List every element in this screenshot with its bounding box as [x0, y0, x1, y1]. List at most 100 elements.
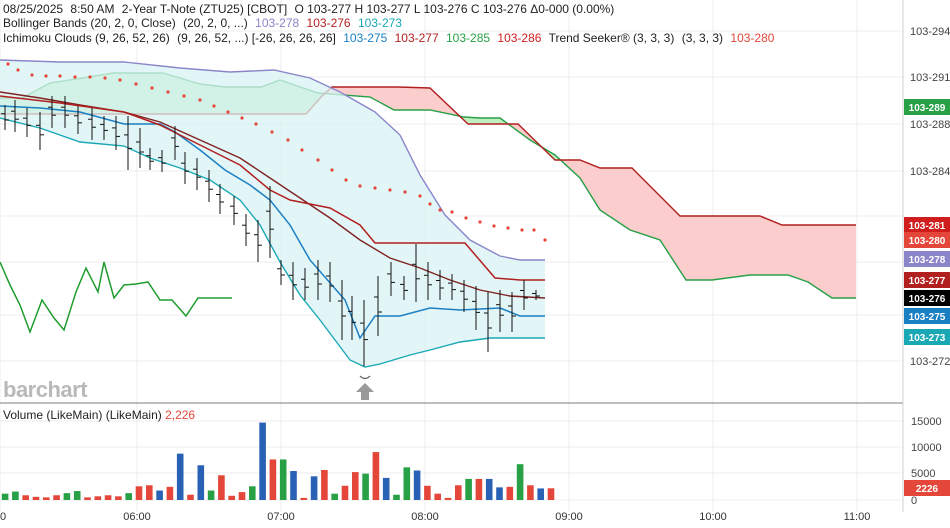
volume-last: 2,226 — [165, 408, 196, 422]
volume-bar-2 — [22, 495, 29, 500]
volume-bar-27 — [279, 459, 287, 500]
trend-dot-9 — [134, 82, 138, 86]
volume-bar-22 — [228, 495, 235, 500]
volume-label[interactable]: Volume (LikeMain) — [3, 408, 103, 422]
volume-bar-35 — [362, 473, 369, 500]
trend-dot-34 — [492, 224, 496, 228]
volume-bar-52 — [537, 488, 544, 500]
trend-dot-17 — [254, 122, 258, 126]
price-badge-label-6: 103-275 — [909, 312, 946, 323]
volume-bar-36 — [372, 452, 380, 500]
volume-bar-37 — [382, 477, 390, 500]
volume-bar-3 — [32, 496, 40, 500]
volume-badge — [904, 480, 950, 496]
trend-dot-29 — [428, 202, 432, 206]
ichimoku-label[interactable]: Ichimoku Clouds (9, 26, 52, 26) — [3, 31, 170, 45]
volume-bar-5 — [53, 495, 60, 500]
trend-dot-8 — [118, 78, 122, 82]
current-time-marker[interactable] — [356, 375, 374, 400]
volume-bar-24 — [249, 486, 256, 500]
price-badge-2 — [904, 232, 950, 248]
price-badge-7 — [904, 329, 950, 345]
trend-dot-32 — [464, 216, 468, 220]
volume-bar-20 — [207, 490, 215, 500]
ichimoku-value-spanb: 103-286 — [497, 31, 542, 45]
volume-bar-14 — [146, 485, 153, 500]
price-badge-label-1: 103-281 — [909, 221, 946, 232]
chikou-span — [0, 261, 232, 335]
volume-bar-7 — [73, 491, 81, 500]
price-badge-0 — [904, 99, 950, 115]
volume-bar-46 — [475, 478, 483, 500]
volume-bar-44 — [455, 485, 462, 500]
ichimoku-lines — [0, 95, 545, 340]
trend-dot-25 — [373, 186, 377, 190]
ichimoku-value-conv: 103-275 — [343, 31, 388, 45]
trend-dot-12 — [182, 94, 186, 98]
volume-bar-19 — [197, 465, 205, 500]
cloud-bearish — [510, 124, 542, 148]
x-tick-0: 00 — [0, 511, 6, 523]
trend-seeker-params[interactable]: (3, 3, 3) — [681, 31, 724, 45]
volume-bar-53 — [547, 488, 555, 500]
trend-dot-14 — [212, 104, 216, 108]
volume-params[interactable]: (LikeMain) — [105, 408, 162, 422]
trend-dot-1 — [16, 68, 20, 72]
volume-bar-48 — [496, 487, 503, 500]
header-date: 08/25/2025 — [3, 2, 64, 16]
volume-bar-47 — [485, 478, 493, 500]
volume-bar-18 — [187, 494, 194, 500]
header-line-3: Ichimoku Clouds (9, 26, 52, 26) (9, 26, … — [3, 31, 778, 45]
volume-tick-0: 15000 — [911, 416, 942, 428]
trend-dot-22 — [330, 168, 334, 172]
x-tick-3: 08:00 — [411, 511, 439, 523]
price-badge-label-0: 103-289 — [909, 103, 946, 114]
ichimoku-value-base: 103-277 — [394, 31, 439, 45]
price-badge-label-7: 103-273 — [909, 333, 946, 344]
bollinger-upper — [0, 59, 545, 261]
x-tick-1: 06:00 — [123, 511, 151, 523]
volume-bar-28 — [290, 471, 297, 500]
trend-dot-7 — [103, 76, 107, 80]
header-instrument[interactable]: 2-Year T-Note (ZTU25) [CBOT] — [121, 2, 288, 16]
current-bar-marker — [359, 375, 371, 380]
header-line-2: Bollinger Bands (20, 2, 0, Close) (20, 2… — [3, 16, 406, 30]
ichimoku-params[interactable]: (9, 26, 52, ...) [-26, 26, 26, 26] — [177, 31, 336, 45]
volume-bar-0 — [1, 493, 9, 500]
trend-dot-10 — [150, 86, 154, 90]
volume-bar-50 — [516, 464, 524, 500]
trend-dot-15 — [226, 110, 230, 114]
bollinger-lower — [0, 117, 545, 368]
y-tick-0: 103-294 — [910, 26, 950, 38]
bollinger-label[interactable]: Bollinger Bands (20, 2, 0, Close) — [3, 16, 176, 30]
volume-bar-42 — [434, 493, 441, 500]
price-badges: 103-289 103-281 103-280 103-278 103-277 103-2… — [904, 99, 950, 496]
trend-dot-38 — [543, 238, 547, 242]
volume-bar-23 — [238, 492, 246, 500]
volume-bar-26 — [269, 459, 277, 500]
trend-dot-18 — [270, 130, 274, 134]
price-badge-6 — [904, 308, 950, 324]
trend-dot-31 — [450, 210, 454, 214]
volume-tick-1: 10000 — [911, 442, 942, 454]
bollinger-params[interactable]: (20, 2, 0, ...) — [183, 16, 248, 30]
chart-axes: 00 06:00 07:00 08:00 09:00 10:00 11:00 103-294 1… — [0, 26, 950, 523]
ichimoku-conversion-line — [0, 105, 545, 340]
trend-dot-24 — [358, 184, 362, 188]
volume-bar-21 — [218, 475, 225, 500]
trend-dot-0 — [6, 62, 10, 66]
volume-bar-17 — [176, 453, 184, 500]
price-badge-3 — [904, 251, 950, 267]
trend-seeker-label[interactable]: Trend Seeker® (3, 3, 3) — [548, 31, 675, 45]
volume-bar-10 — [104, 495, 112, 500]
volume-bar-25 — [259, 422, 266, 500]
trend-dot-16 — [240, 116, 244, 120]
cloud-bearish — [326, 87, 460, 117]
trend-seeker-value: 103-280 — [730, 31, 775, 45]
trend-dot-4 — [58, 74, 62, 78]
volume-bar-41 — [424, 485, 431, 500]
volume-bar-15 — [156, 490, 163, 500]
bollinger-value-lower: 103-273 — [357, 16, 402, 30]
volume-title: Volume (LikeMain) (LikeMain) 2,226 — [3, 408, 195, 422]
